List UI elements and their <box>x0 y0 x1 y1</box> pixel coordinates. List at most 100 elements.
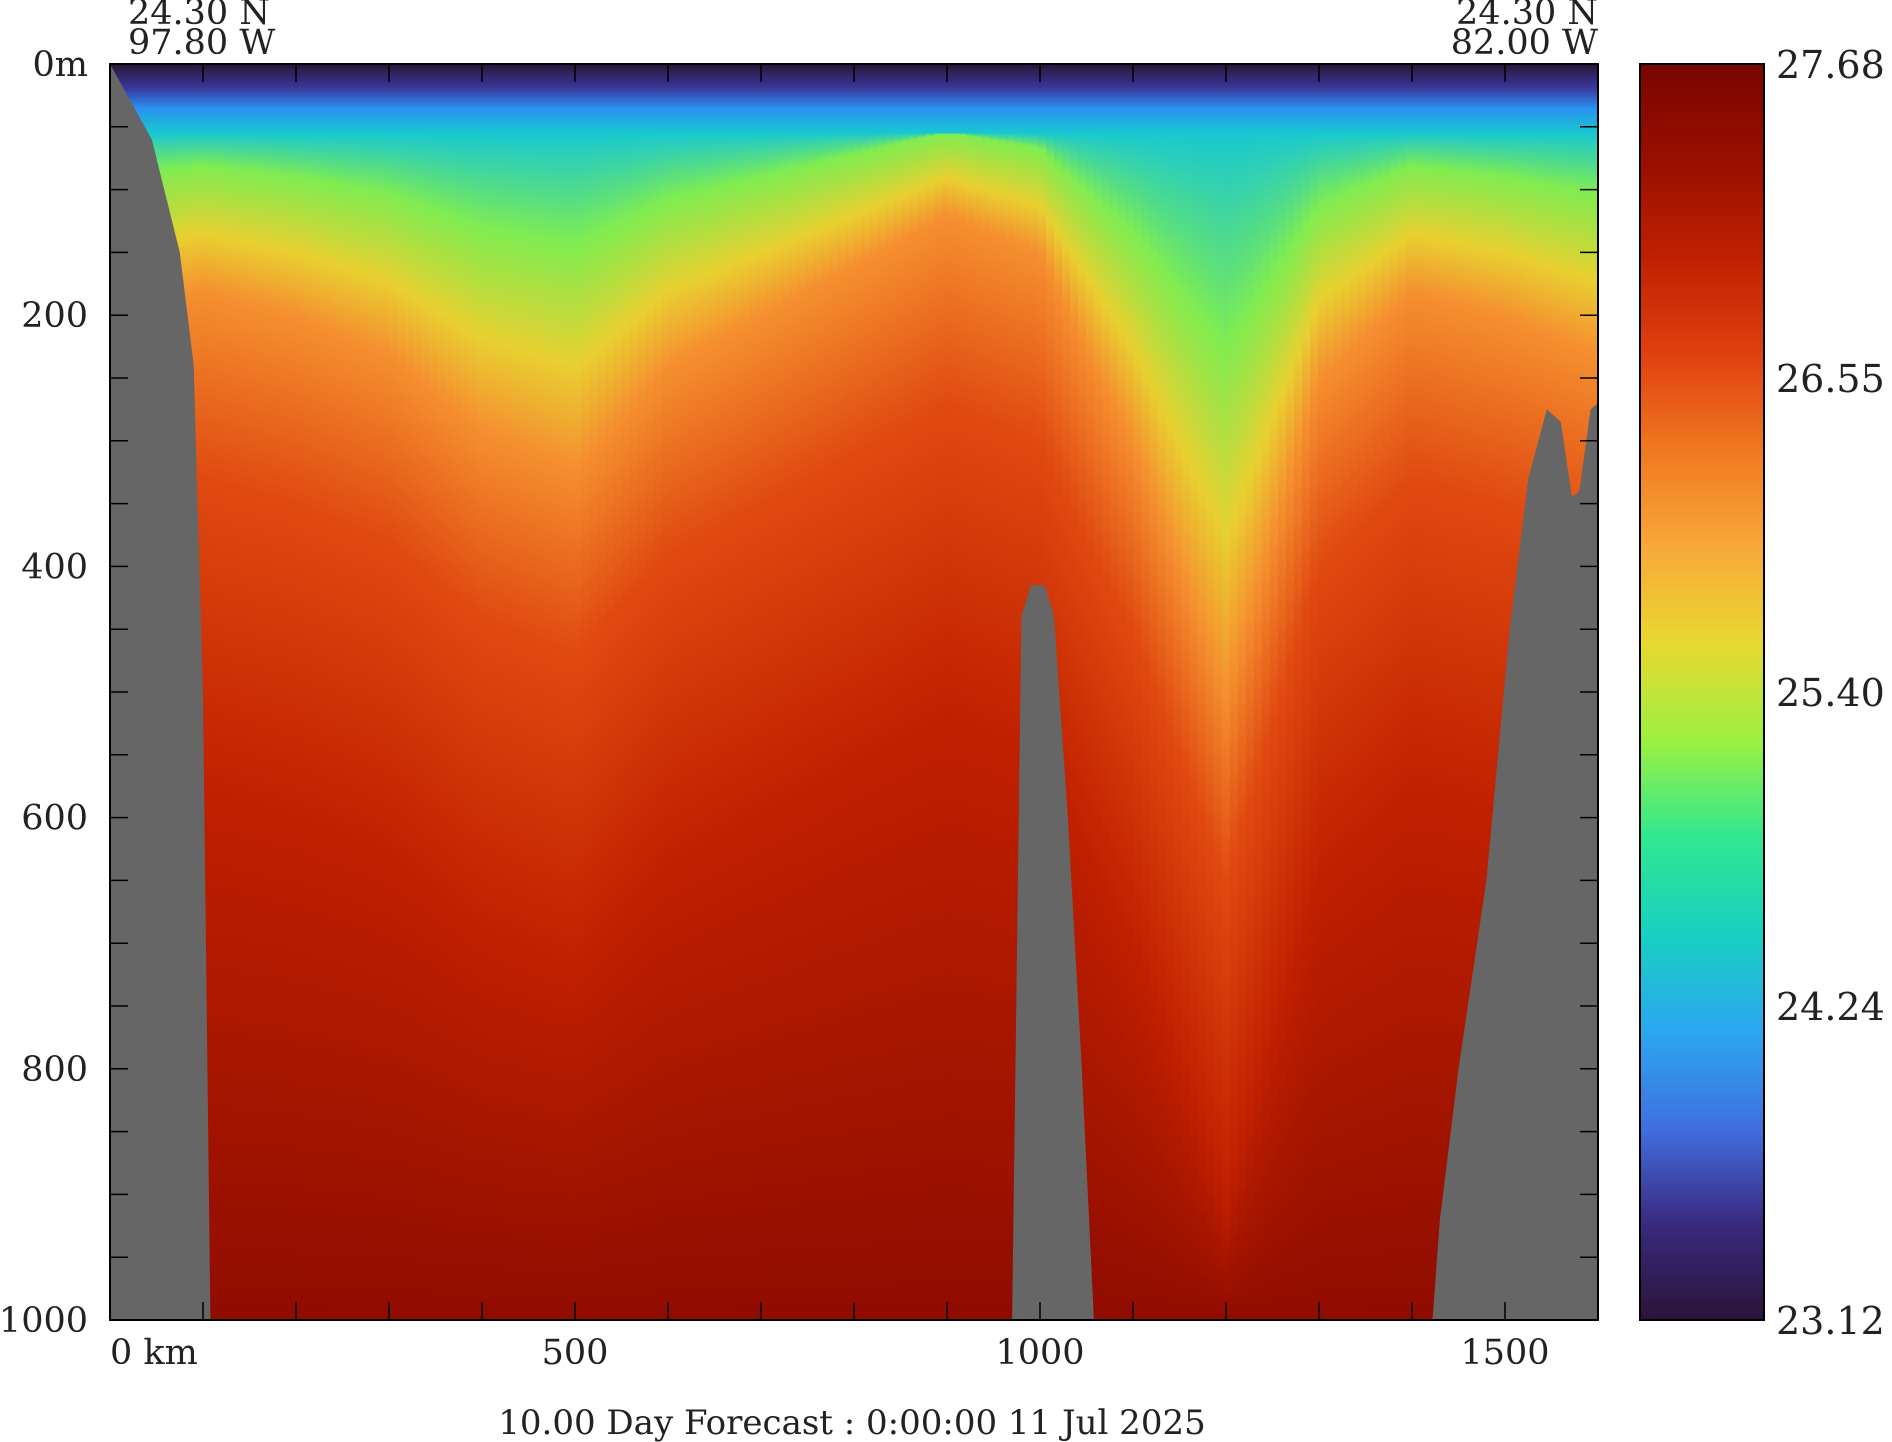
x-tick-label: 500 <box>542 1333 609 1373</box>
y-tick-label: 600 <box>21 799 88 839</box>
field-column <box>1374 64 1383 1320</box>
field-column <box>398 64 407 1320</box>
field-column <box>518 64 527 1320</box>
field-column <box>1414 64 1423 1320</box>
field-column <box>1102 64 1111 1320</box>
field-column <box>254 64 263 1320</box>
field-column <box>1478 64 1487 1320</box>
field-column <box>1078 64 1087 1320</box>
field-column <box>1342 64 1351 1320</box>
field-column <box>1174 64 1183 1320</box>
field-column <box>678 64 687 1320</box>
field-column <box>1494 64 1503 1320</box>
plot-area <box>110 64 1598 1320</box>
field-column <box>1318 64 1327 1320</box>
field-column <box>382 64 391 1320</box>
field-column <box>774 64 783 1320</box>
field-column <box>1214 64 1223 1320</box>
field-column <box>262 64 271 1320</box>
field-column <box>406 64 415 1320</box>
field-column <box>342 64 351 1320</box>
field-column <box>574 64 583 1320</box>
field-column <box>558 64 567 1320</box>
colorbar-tick-label: 27.68 <box>1776 43 1885 87</box>
field-column <box>1390 64 1399 1320</box>
field-column <box>622 64 631 1320</box>
field-column <box>1190 64 1199 1320</box>
field-column <box>1470 64 1479 1320</box>
field-column <box>1310 64 1319 1320</box>
end-lon-label: 82.00 W <box>1451 23 1598 63</box>
field-column <box>1134 64 1143 1320</box>
field-column <box>534 64 543 1320</box>
field-column <box>878 64 887 1320</box>
field-column <box>982 64 991 1320</box>
field-column <box>1286 64 1295 1320</box>
field-column <box>814 64 823 1320</box>
field-column <box>862 64 871 1320</box>
y-tick-label: 200 <box>21 296 88 336</box>
field-column <box>822 64 831 1320</box>
field-column <box>446 64 455 1320</box>
field-column <box>886 64 895 1320</box>
y-tick-label: 1000 <box>0 1301 88 1341</box>
field-column <box>902 64 911 1320</box>
field-column <box>222 64 231 1320</box>
field-column <box>238 64 247 1320</box>
field-column <box>1014 64 1023 1320</box>
colorbar-tick-label: 25.40 <box>1776 671 1885 715</box>
field-column <box>662 64 671 1320</box>
field-column <box>214 64 223 1320</box>
field-column <box>422 64 431 1320</box>
x-axis: 0 km 500 1000 1500 <box>109 64 1599 1373</box>
field-column <box>502 64 511 1320</box>
field-column <box>974 64 983 1320</box>
field-column <box>294 64 303 1320</box>
field-column <box>1278 64 1287 1320</box>
field-column <box>614 64 623 1320</box>
field-column <box>478 64 487 1320</box>
field-column <box>470 64 479 1320</box>
field-column <box>270 64 279 1320</box>
field-column <box>1406 64 1415 1320</box>
field-column <box>1358 64 1367 1320</box>
field-column <box>550 64 559 1320</box>
field-column <box>358 64 367 1320</box>
field-column <box>494 64 503 1320</box>
field-column <box>1110 64 1119 1320</box>
field-column <box>1462 64 1471 1320</box>
field-column <box>1246 64 1255 1320</box>
field-column <box>1206 64 1215 1320</box>
field-column <box>566 64 575 1320</box>
field-column <box>1350 64 1359 1320</box>
field-column <box>1302 64 1311 1320</box>
field-column <box>870 64 879 1320</box>
colorbar <box>1639 63 1765 1321</box>
field-column <box>766 64 775 1320</box>
field-column <box>246 64 255 1320</box>
bathymetry-landmask <box>110 64 1598 1320</box>
y-tick-label: 0m <box>33 45 88 85</box>
field-column <box>790 64 799 1320</box>
field-column <box>734 64 743 1320</box>
colorbar-tick-label: 24.24 <box>1776 985 1885 1029</box>
y-tick-label: 400 <box>21 547 88 587</box>
field-column <box>1062 64 1071 1320</box>
field-column <box>782 64 791 1320</box>
field-column <box>430 64 439 1320</box>
field-column <box>1086 64 1095 1320</box>
field-column <box>1422 64 1431 1320</box>
end-lat-label: 24.30 N <box>1456 0 1598 33</box>
field-column <box>894 64 903 1320</box>
field-column <box>1222 64 1231 1320</box>
colorbar-tick-label: 23.12 <box>1776 1299 1885 1343</box>
x-tick-label: 1000 <box>995 1333 1084 1373</box>
field-column <box>1126 64 1135 1320</box>
field-column <box>1262 64 1271 1320</box>
field-column <box>718 64 727 1320</box>
field-column <box>1094 64 1103 1320</box>
field-column <box>838 64 847 1320</box>
field-column <box>846 64 855 1320</box>
field-column <box>326 64 335 1320</box>
